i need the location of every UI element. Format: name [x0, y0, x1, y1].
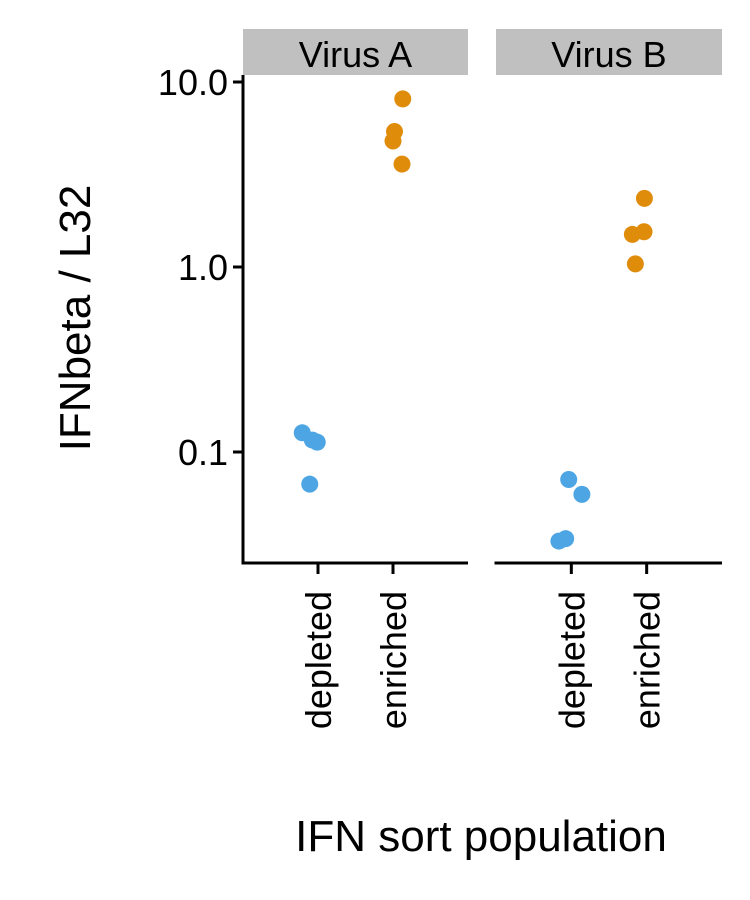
x-tick-label: enriched	[373, 591, 414, 729]
panel-strip	[496, 29, 722, 75]
x-tick-label: depleted	[551, 591, 592, 729]
data-point-enriched	[384, 132, 402, 150]
data-point-enriched	[393, 155, 411, 173]
data-point-depleted	[560, 471, 578, 489]
data-point-depleted	[308, 433, 326, 451]
panel-title: Virus B	[551, 34, 666, 75]
y-axis: 0.1 1.0 10.0	[158, 62, 245, 565]
x-tick-label: depleted	[298, 591, 339, 729]
y-axis-title: IFNbeta / L32	[51, 185, 100, 452]
data-point-enriched	[623, 225, 641, 243]
y-tick-label: 10.0	[158, 62, 228, 103]
data-point-depleted	[573, 485, 591, 503]
x-tick-label: enriched	[627, 591, 668, 729]
data-point-enriched	[635, 189, 653, 207]
data-point-enriched	[626, 255, 644, 273]
y-tick-label: 0.1	[178, 432, 228, 473]
data-point-enriched	[394, 90, 412, 108]
data-point-depleted	[550, 532, 568, 550]
panel: Virus B depleted enriched	[494, 29, 722, 729]
y-tick-label: 1.0	[178, 247, 228, 288]
x-axis-title: IFN sort population	[295, 812, 667, 861]
chart-panels: Virus A depleted enriched Virus B depleted en…	[241, 29, 722, 729]
panel-title: Virus A	[299, 34, 412, 75]
panel-strip	[243, 29, 468, 75]
panel: Virus A depleted enriched	[241, 29, 468, 729]
data-point-depleted	[301, 475, 319, 493]
